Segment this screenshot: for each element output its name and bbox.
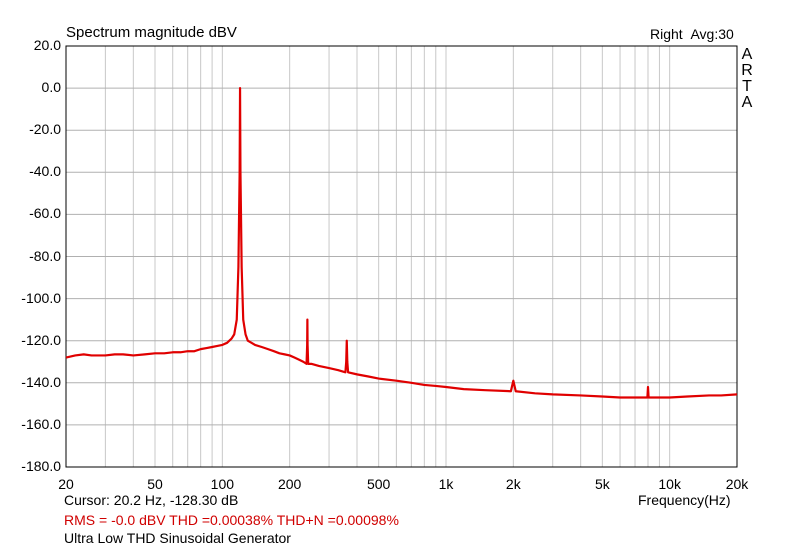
caption: Ultra Low THD Sinusoidal Generator (64, 530, 291, 546)
chart-title: Spectrum magnitude dBV (66, 24, 237, 41)
x-tick-label: 20k (726, 476, 750, 492)
grid-major (66, 45, 737, 468)
x-tick-label: 5k (595, 476, 611, 492)
y-tick-label: 0.0 (41, 79, 61, 96)
y-tick-label: -120.0 (21, 331, 61, 348)
channel-avg-label: Right Avg:30 (650, 26, 734, 42)
x-tick-label: 100 (211, 476, 235, 492)
brand-letter: A (741, 46, 753, 63)
x-tick-label: 1k (439, 476, 455, 492)
x-tick-label: 50 (147, 476, 163, 492)
plot-frame (65, 45, 738, 468)
x-tick-label: 10k (658, 476, 682, 492)
brand-watermark: A R T A (741, 47, 753, 111)
x-tick-label: 2k (506, 476, 522, 492)
x-tick-label: 200 (278, 476, 302, 492)
cursor-readout: Cursor: 20.2 Hz, -128.30 dB (64, 492, 239, 508)
spectrum-line (65, 87, 738, 399)
y-tick-label: -20.0 (29, 121, 61, 138)
x-tick-label: 500 (367, 476, 391, 492)
y-tick-label: -100.0 (21, 289, 61, 306)
y-tick-label: -160.0 (21, 415, 61, 432)
brand-letter: T (742, 78, 752, 95)
x-tick-labels: 20 50 100 200 500 1k 2k 5k 10k 20k (58, 476, 749, 492)
y-tick-label: -60.0 (29, 205, 61, 222)
brand-letter: R (741, 62, 753, 79)
x-tick-label: 20 (58, 476, 74, 492)
averages-label: Avg:30 (690, 26, 734, 42)
series-layer (65, 87, 738, 399)
y-tick-label: -180.0 (21, 458, 61, 474)
y-tick-label: -40.0 (29, 163, 61, 180)
x-axis-label: Frequency(Hz) (638, 492, 731, 508)
y-tick-label: -140.0 (21, 373, 61, 390)
brand-letter: A (741, 94, 753, 111)
y-tick-label: 20.0 (33, 37, 61, 53)
thd-readout: RMS = -0.0 dBV THD =0.00038% THD+N =0.00… (64, 512, 399, 528)
channel-label: Right (650, 26, 683, 42)
y-tick-label: -80.0 (29, 247, 61, 264)
